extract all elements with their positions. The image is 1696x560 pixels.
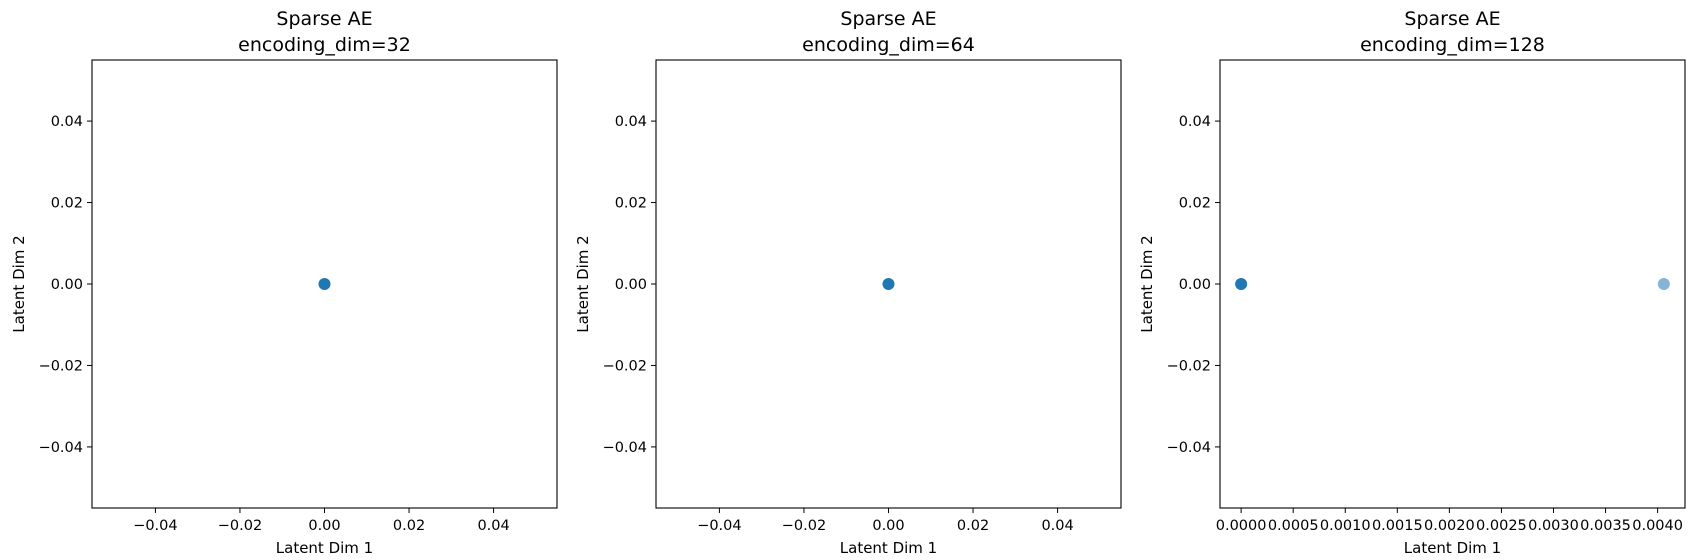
chart-subtitle: encoding_dim=128 <box>1360 34 1545 56</box>
data-point <box>318 278 331 290</box>
x-tick-label: 0.00 <box>872 518 904 534</box>
scatter-panel-2: Sparse AE encoding_dim=64 −0.04 −0.02 0.00 0.… <box>574 8 1122 557</box>
plot-frame <box>1219 59 1686 509</box>
y-tick-label: −0.02 <box>1167 358 1211 374</box>
y-tick-label: −0.02 <box>39 358 83 374</box>
x-tick-label: 0.0035 <box>1580 518 1631 534</box>
x-tick-label: 0.0000 <box>1216 518 1267 534</box>
chart-title: Sparse AE <box>1404 8 1500 30</box>
x-tick-label: 0.02 <box>957 518 989 534</box>
x-tick-label: 0.0025 <box>1476 518 1527 534</box>
x-tick-label: −0.02 <box>782 518 826 534</box>
chart-subtitle: encoding_dim=32 <box>238 34 411 56</box>
scatter-panel-1: Sparse AE encoding_dim=32 −0.04 −0.02 0.00 0.… <box>10 8 558 557</box>
x-tick-label: 0.0005 <box>1268 518 1319 534</box>
y-tick-label: 0.04 <box>51 114 83 130</box>
chart-subtitle: encoding_dim=64 <box>802 34 975 56</box>
data-point <box>1235 278 1248 290</box>
x-axis-label: Latent Dim 1 <box>840 539 937 557</box>
y-tick-label: −0.04 <box>1167 440 1211 456</box>
x-tick-label: −0.04 <box>697 518 741 534</box>
data-point <box>882 278 895 290</box>
y-tick-label: 0.04 <box>615 114 647 130</box>
x-axis-label: Latent Dim 1 <box>1404 539 1501 557</box>
y-tick-label: −0.02 <box>603 358 647 374</box>
plot-frame <box>91 59 558 509</box>
y-tick-label: 0.02 <box>51 196 83 212</box>
y-tick-label: 0.00 <box>615 277 647 293</box>
x-tick-label: 0.04 <box>1041 518 1073 534</box>
y-tick-label: 0.02 <box>1179 196 1211 212</box>
y-tick-label: 0.00 <box>51 277 83 293</box>
x-tick-label: 0.04 <box>477 518 509 534</box>
chart-title: Sparse AE <box>840 8 936 30</box>
x-tick-label: 0.0030 <box>1528 518 1579 534</box>
x-axis-label: Latent Dim 1 <box>276 539 373 557</box>
chart-title: Sparse AE <box>276 8 372 30</box>
x-tick-label: 0.00 <box>308 518 340 534</box>
y-axis-label: Latent Dim 2 <box>10 235 28 332</box>
x-tick-label: −0.02 <box>218 518 262 534</box>
y-axis-label: Latent Dim 2 <box>1138 235 1156 332</box>
data-point <box>1657 278 1670 290</box>
x-tick-label: 0.0010 <box>1320 518 1371 534</box>
x-tick-label: 0.0020 <box>1424 518 1475 534</box>
y-tick-label: 0.00 <box>1179 277 1211 293</box>
y-tick-label: −0.04 <box>603 440 647 456</box>
x-tick-label: 0.0040 <box>1632 518 1683 534</box>
y-axis-label: Latent Dim 2 <box>574 235 592 332</box>
y-tick-label: 0.02 <box>615 196 647 212</box>
plot-frame <box>655 59 1122 509</box>
x-tick-label: −0.04 <box>133 518 177 534</box>
x-tick-label: 0.0015 <box>1372 518 1423 534</box>
y-tick-label: 0.04 <box>1179 114 1211 130</box>
x-tick-label: 0.02 <box>393 518 425 534</box>
y-tick-label: −0.04 <box>39 440 83 456</box>
